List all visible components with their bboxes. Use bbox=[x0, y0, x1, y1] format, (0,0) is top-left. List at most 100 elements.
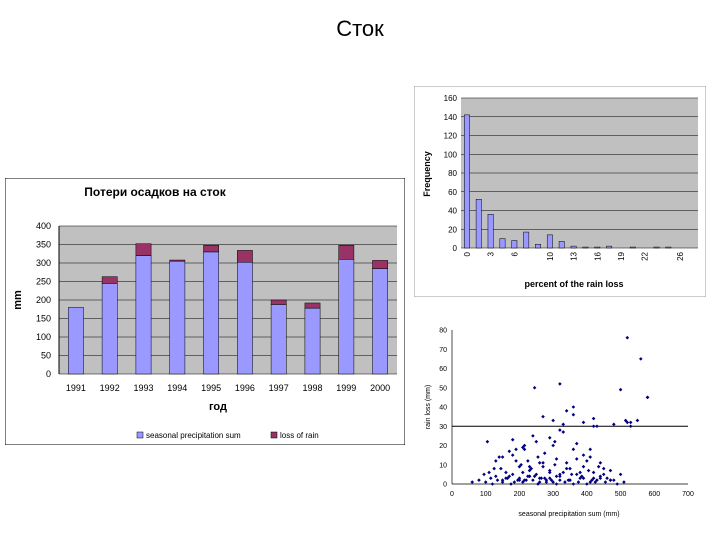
scatter-point bbox=[574, 457, 579, 461]
x-tick-label: 200 bbox=[514, 491, 526, 498]
x-tick-label: 1998 bbox=[302, 383, 322, 393]
scatter-point bbox=[595, 424, 599, 429]
y-tick-label: 0 bbox=[453, 244, 458, 253]
scatter-point bbox=[585, 459, 589, 463]
scatter-point bbox=[564, 409, 569, 413]
histogram-bar bbox=[511, 240, 518, 249]
scatter-point bbox=[532, 385, 537, 390]
bar-precipitation bbox=[169, 260, 186, 375]
scatter-point bbox=[564, 466, 569, 471]
scatter-point bbox=[534, 439, 539, 444]
scatter-point bbox=[510, 472, 515, 477]
y-tick-label: 100 bbox=[36, 332, 51, 342]
scatter-point bbox=[554, 482, 559, 486]
scatter-point bbox=[601, 466, 606, 471]
y-tick-label: 80 bbox=[448, 169, 457, 178]
x-tick-label: 2000 bbox=[370, 383, 390, 393]
scatter-point bbox=[534, 472, 539, 477]
scatter-point bbox=[521, 480, 525, 484]
y-tick-label: 20 bbox=[439, 443, 447, 450]
scatter-point bbox=[601, 472, 606, 477]
histogram-bar bbox=[523, 231, 530, 249]
y-tick-label: 250 bbox=[36, 277, 51, 287]
scatter-point bbox=[547, 470, 552, 475]
scatter-point bbox=[483, 480, 488, 484]
scatter-point bbox=[490, 482, 495, 486]
bar-precipitation bbox=[135, 255, 152, 375]
page-title: Сток bbox=[336, 16, 384, 41]
bar-loss bbox=[237, 250, 253, 263]
scatter-point bbox=[580, 474, 584, 479]
loss-scatter-plot: 0 10 20 30 40 50 60 70 80 0 100 200 300 400 500 600 700… bbox=[425, 328, 694, 519]
scatter-point bbox=[492, 466, 496, 471]
scatter-point bbox=[558, 472, 562, 477]
y-tick-label: 300 bbox=[36, 258, 51, 268]
x-axis-label: seasonal precipitation sum (mm) bbox=[518, 511, 619, 518]
x-tick-label: 0 bbox=[450, 491, 454, 498]
scatter-point bbox=[596, 464, 601, 469]
scatter-point bbox=[494, 474, 498, 479]
x-tick-label: 1995 bbox=[201, 383, 221, 393]
scatter-point bbox=[477, 478, 481, 482]
bar-precipitation bbox=[304, 307, 321, 375]
y-tick-label: 100 bbox=[444, 150, 458, 159]
scatter-point bbox=[514, 459, 518, 463]
legend-label-loss: loss of rain bbox=[280, 431, 319, 440]
x-tick-label: 1991 bbox=[66, 383, 86, 393]
scatter-point bbox=[581, 420, 586, 425]
histogram-bar bbox=[487, 214, 494, 249]
scatter-point bbox=[576, 480, 581, 484]
scatter-point bbox=[561, 422, 566, 427]
histogram-bar bbox=[558, 241, 565, 249]
bar-loss bbox=[101, 276, 118, 284]
y-tick-label: 50 bbox=[41, 351, 51, 361]
x-tick-label: 16 bbox=[593, 251, 602, 260]
scatter-point bbox=[598, 474, 603, 479]
scatter-point bbox=[510, 437, 515, 442]
y-tick-label: 70 bbox=[439, 347, 447, 354]
y-tick-label: 30 bbox=[439, 424, 447, 431]
scatter-point bbox=[561, 430, 566, 434]
x-tick-label: 1997 bbox=[269, 383, 289, 393]
x-tick-label: 1996 bbox=[235, 383, 255, 393]
legend-label-precip: seasonal precipitation sum bbox=[146, 431, 241, 440]
scatter-point bbox=[558, 382, 562, 386]
scatter-point bbox=[541, 464, 545, 469]
scatter-point bbox=[554, 457, 559, 461]
histogram-bar bbox=[606, 245, 613, 249]
x-tick-label: 13 bbox=[570, 251, 579, 260]
x-tick-label: 400 bbox=[581, 491, 593, 498]
scatter-point bbox=[588, 455, 593, 459]
bar-precipitation bbox=[237, 262, 253, 375]
scatter-point bbox=[645, 395, 650, 400]
scatter-point bbox=[612, 478, 616, 482]
histogram-bar bbox=[582, 246, 589, 249]
scatter-point bbox=[571, 412, 576, 417]
x-tick-label: 22 bbox=[641, 251, 650, 260]
scatter-point bbox=[500, 480, 505, 484]
scatter-point bbox=[568, 466, 572, 471]
x-tick-label: 500 bbox=[615, 491, 627, 498]
y-axis-label: Frequency bbox=[422, 151, 432, 197]
scatter-point bbox=[558, 474, 562, 479]
scatter-point bbox=[623, 418, 628, 423]
scatter-point bbox=[551, 443, 555, 448]
x-tick-label: 19 bbox=[617, 251, 626, 260]
scatter-point bbox=[500, 455, 505, 459]
scatter-point bbox=[628, 424, 633, 429]
y-tick-label: 400 bbox=[36, 221, 51, 231]
scatter-point bbox=[598, 476, 603, 481]
scatter-point bbox=[605, 476, 609, 481]
scatter-point bbox=[488, 476, 493, 481]
x-tick-label: 26 bbox=[676, 251, 685, 260]
bar-loss bbox=[203, 244, 219, 253]
scatter-point bbox=[551, 418, 555, 423]
scatter-point bbox=[517, 478, 522, 482]
x-tick-label: 1993 bbox=[133, 383, 153, 393]
y-tick-label: 20 bbox=[448, 225, 457, 234]
scatter-point bbox=[531, 434, 535, 438]
scatter-point bbox=[499, 466, 503, 471]
scatter-point bbox=[558, 428, 562, 432]
scatter-point bbox=[625, 420, 630, 425]
y-axis-label: rain loss (mm) bbox=[425, 385, 432, 429]
